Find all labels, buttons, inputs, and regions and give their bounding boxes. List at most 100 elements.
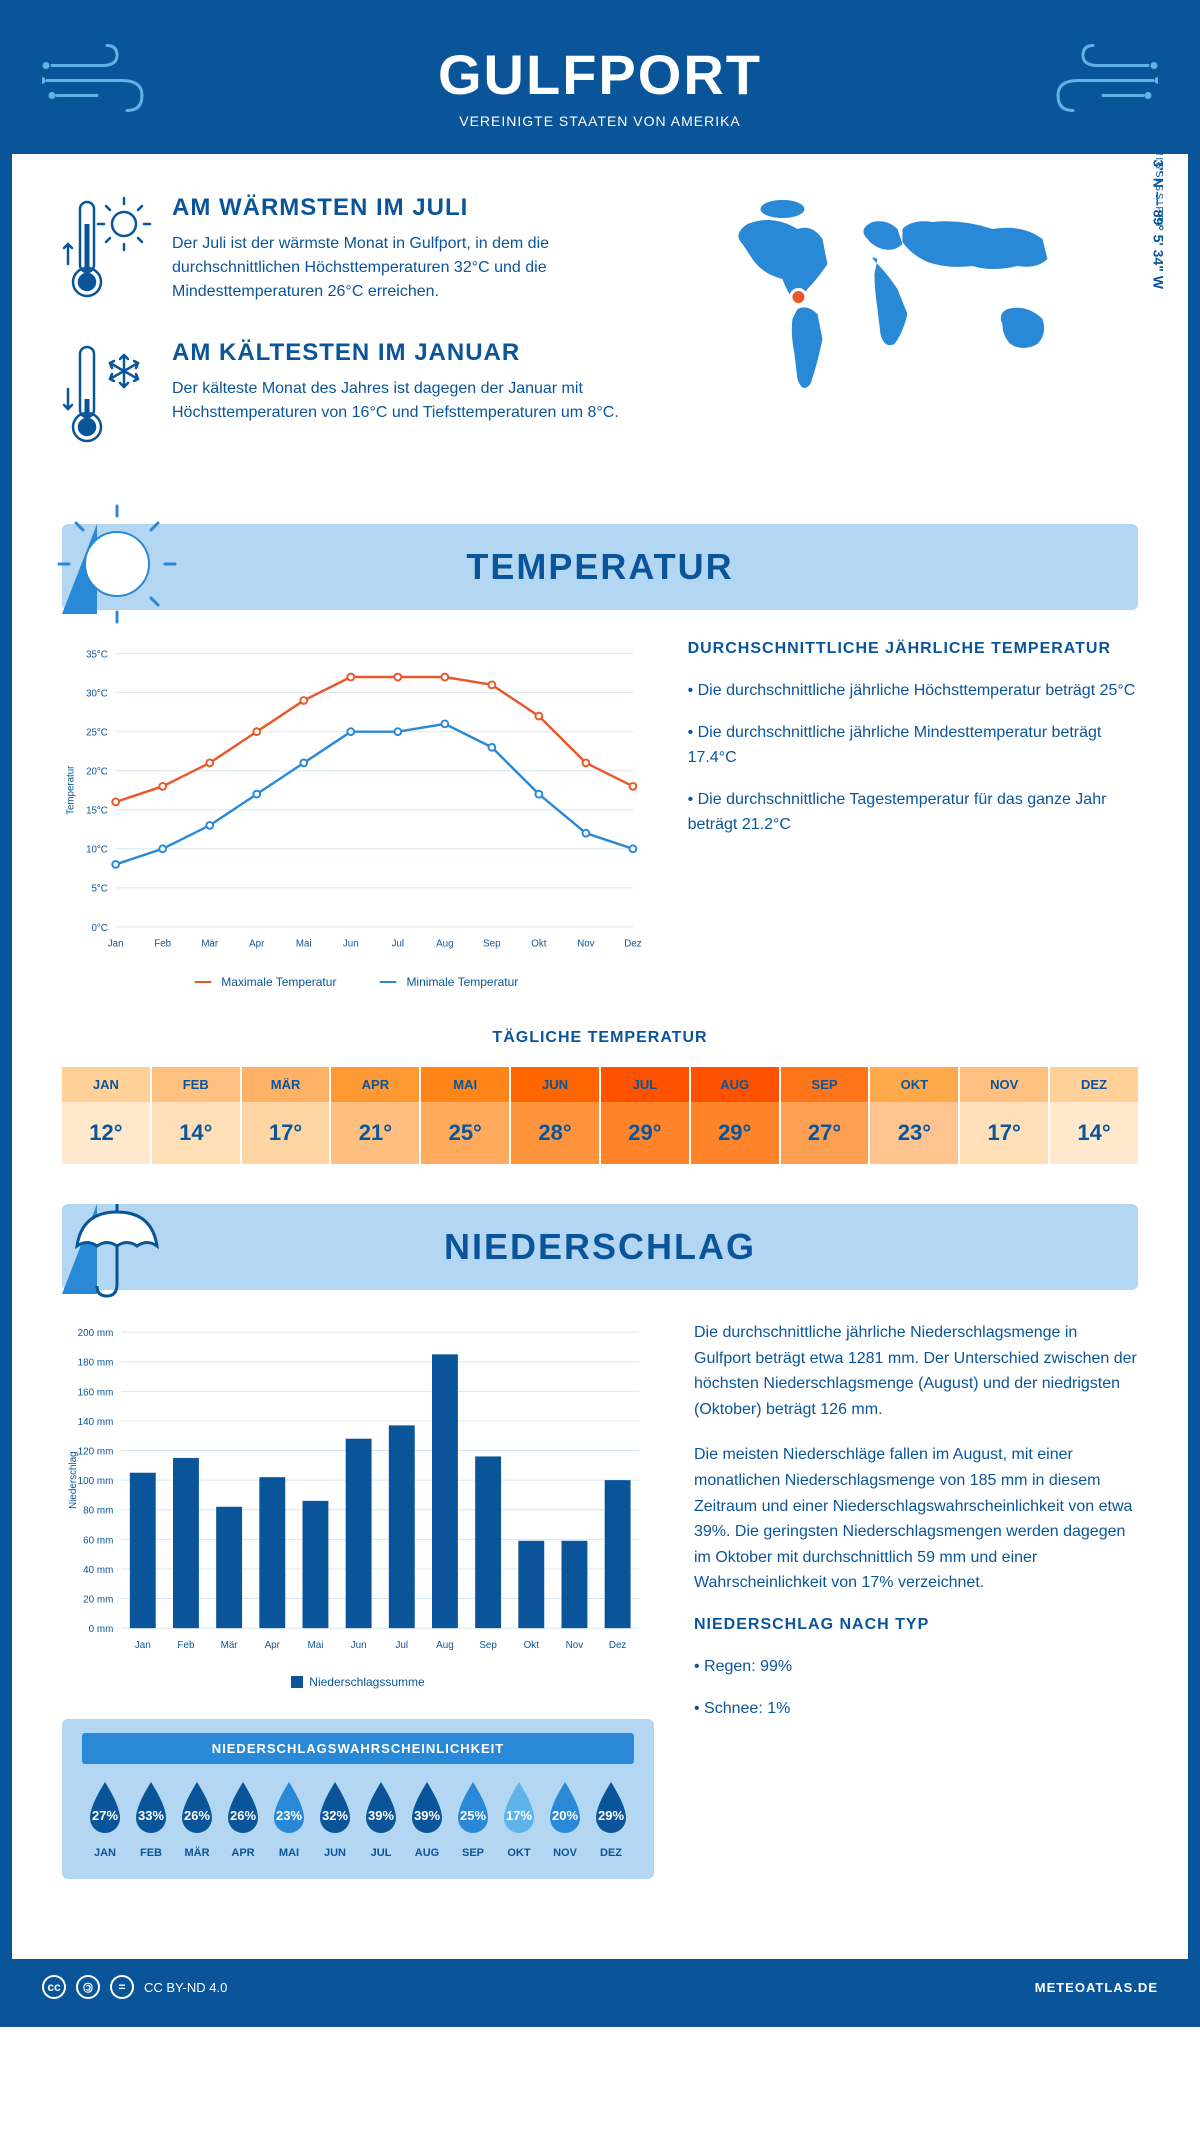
precipitation-heading: NIEDERSCHLAG xyxy=(92,1226,1108,1268)
svg-text:0 mm: 0 mm xyxy=(89,1624,114,1635)
svg-text:0°C: 0°C xyxy=(91,923,107,934)
svg-text:20%: 20% xyxy=(552,1808,578,1823)
svg-text:32%: 32% xyxy=(322,1808,348,1823)
svg-text:10°C: 10°C xyxy=(86,845,108,856)
coldest-block: AM KÄLTESTEN IM JANUAR Der kälteste Mona… xyxy=(62,339,627,454)
svg-text:27%: 27% xyxy=(92,1808,118,1823)
temp-cell: MÄR17° xyxy=(242,1067,332,1164)
precip-drop: 17%OKT xyxy=(496,1778,542,1859)
warmest-text: Der Juli ist der wärmste Monat in Gulfpo… xyxy=(172,232,627,304)
svg-text:Jan: Jan xyxy=(108,938,124,949)
nd-icon: = xyxy=(110,1975,134,1999)
svg-text:20 mm: 20 mm xyxy=(83,1594,113,1605)
temp-cell: JUN28° xyxy=(511,1067,601,1164)
svg-text:Temperatur: Temperatur xyxy=(66,765,77,815)
page-title: GULFPORT xyxy=(32,42,1168,107)
precip-p2: Die meisten Niederschläge fallen im Augu… xyxy=(694,1442,1138,1596)
precip-drop: 26%MÄR xyxy=(174,1778,220,1859)
svg-text:26%: 26% xyxy=(230,1808,256,1823)
svg-text:40 mm: 40 mm xyxy=(83,1565,113,1576)
precipitation-chart: 0 mm20 mm40 mm60 mm80 mm100 mm120 mm140 … xyxy=(62,1320,654,1689)
svg-text:Aug: Aug xyxy=(436,938,453,949)
temp-cell: DEZ14° xyxy=(1050,1067,1138,1164)
svg-text:Aug: Aug xyxy=(436,1640,454,1651)
temp-cell: APR21° xyxy=(331,1067,421,1164)
wind-icon xyxy=(1038,41,1158,126)
svg-text:17%: 17% xyxy=(506,1808,532,1823)
temp-cell: JAN12° xyxy=(62,1067,152,1164)
coldest-text: Der kälteste Monat des Jahres ist dagege… xyxy=(172,377,627,425)
temp-cell: OKT23° xyxy=(870,1067,960,1164)
legend-max: Maximale Temperatur xyxy=(221,975,336,989)
svg-text:200 mm: 200 mm xyxy=(78,1328,114,1339)
thermometer-sun-icon xyxy=(62,194,152,309)
svg-text:100 mm: 100 mm xyxy=(78,1476,114,1487)
svg-text:Niederschlag: Niederschlag xyxy=(68,1451,79,1509)
svg-text:Jun: Jun xyxy=(343,938,359,949)
svg-text:Okt: Okt xyxy=(531,938,546,949)
svg-text:Apr: Apr xyxy=(249,938,265,949)
svg-text:Mai: Mai xyxy=(296,938,312,949)
svg-text:25%: 25% xyxy=(460,1808,486,1823)
precip-drop: 33%FEB xyxy=(128,1778,174,1859)
svg-text:Jan: Jan xyxy=(135,1640,151,1651)
precip-drop: 29%DEZ xyxy=(588,1778,634,1859)
temp-cell: MAI25° xyxy=(421,1067,511,1164)
temp-text-heading: DURCHSCHNITTLICHE JÄHRLICHE TEMPERATUR xyxy=(688,640,1138,658)
svg-text:Nov: Nov xyxy=(577,938,594,949)
svg-text:180 mm: 180 mm xyxy=(78,1358,114,1369)
svg-text:Mai: Mai xyxy=(308,1640,324,1651)
legend-precip: Niederschlagssumme xyxy=(309,1675,424,1689)
svg-text:Feb: Feb xyxy=(177,1640,195,1651)
license-text: CC BY-ND 4.0 xyxy=(144,1980,227,1995)
precip-types: Regen: 99%Schnee: 1% xyxy=(694,1654,1138,1721)
by-icon: 🄯 xyxy=(76,1975,100,1999)
world-map xyxy=(667,194,1138,434)
svg-text:39%: 39% xyxy=(368,1808,394,1823)
svg-text:26%: 26% xyxy=(184,1808,210,1823)
svg-text:Feb: Feb xyxy=(154,938,171,949)
svg-text:Mär: Mär xyxy=(201,938,219,949)
svg-text:Jul: Jul xyxy=(395,1640,408,1651)
svg-text:Jun: Jun xyxy=(351,1640,367,1651)
svg-text:Nov: Nov xyxy=(566,1640,584,1651)
page-subtitle: VEREINIGTE STAATEN VON AMERIKA xyxy=(32,113,1168,129)
svg-text:120 mm: 120 mm xyxy=(78,1446,114,1457)
precipitation-banner: NIEDERSCHLAG xyxy=(62,1204,1138,1290)
svg-text:160 mm: 160 mm xyxy=(78,1387,114,1398)
svg-text:Okt: Okt xyxy=(524,1640,540,1651)
temperature-heading: TEMPERATUR xyxy=(92,546,1108,588)
temperature-banner: TEMPERATUR xyxy=(62,524,1138,610)
temp-cell: JUL29° xyxy=(601,1067,691,1164)
footer: cc 🄯 = CC BY-ND 4.0 METEOATLAS.DE xyxy=(12,1959,1188,2015)
precip-drop: 32%JUN xyxy=(312,1778,358,1859)
precip-drop: 20%NOV xyxy=(542,1778,588,1859)
svg-text:Dez: Dez xyxy=(609,1640,627,1651)
precip-p1: Die durchschnittliche jährliche Niedersc… xyxy=(694,1320,1138,1422)
sun-icon xyxy=(57,504,177,624)
cc-icon: cc xyxy=(42,1975,66,1999)
daily-temp-title: TÄGLICHE TEMPERATUR xyxy=(62,1029,1138,1047)
svg-text:Apr: Apr xyxy=(265,1640,281,1651)
svg-text:80 mm: 80 mm xyxy=(83,1506,113,1517)
legend-min: Minimale Temperatur xyxy=(406,975,518,989)
svg-text:29%: 29% xyxy=(598,1808,624,1823)
svg-text:Sep: Sep xyxy=(479,1640,497,1651)
svg-text:33%: 33% xyxy=(138,1808,164,1823)
coldest-title: AM KÄLTESTEN IM JANUAR xyxy=(172,339,627,367)
precip-drop: 27%JAN xyxy=(82,1778,128,1859)
precip-drop: 26%APR xyxy=(220,1778,266,1859)
thermometer-snow-icon xyxy=(62,339,152,454)
svg-text:30°C: 30°C xyxy=(86,689,108,700)
svg-text:5°C: 5°C xyxy=(91,884,107,895)
svg-text:23%: 23% xyxy=(276,1808,302,1823)
brand-label: METEOATLAS.DE xyxy=(1035,1980,1158,1995)
svg-text:20°C: 20°C xyxy=(86,767,108,778)
svg-text:Jul: Jul xyxy=(392,938,404,949)
svg-text:Mär: Mär xyxy=(221,1640,239,1651)
temp-cell: SEP27° xyxy=(781,1067,871,1164)
precip-prob-title: NIEDERSCHLAGSWAHRSCHEINLICHKEIT xyxy=(82,1733,634,1764)
temp-bullets: Die durchschnittliche jährliche Höchstte… xyxy=(688,678,1138,838)
umbrella-icon xyxy=(57,1184,177,1304)
daily-temp-table: JAN12°FEB14°MÄR17°APR21°MAI25°JUN28°JUL2… xyxy=(62,1067,1138,1164)
